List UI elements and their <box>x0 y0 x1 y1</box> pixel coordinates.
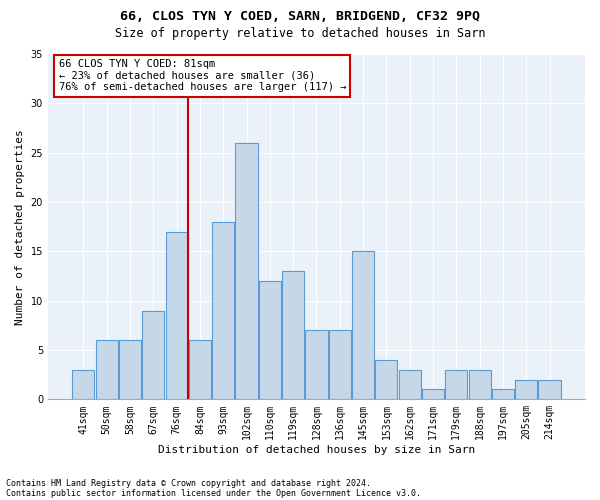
Bar <box>212 222 235 400</box>
Bar <box>445 370 467 400</box>
Text: Contains public sector information licensed under the Open Government Licence v3: Contains public sector information licen… <box>6 488 421 498</box>
Bar <box>189 340 211 400</box>
Bar <box>376 360 397 400</box>
Bar <box>259 281 281 400</box>
Bar <box>422 390 444 400</box>
Bar <box>329 330 351 400</box>
Bar <box>538 380 560 400</box>
Bar <box>515 380 537 400</box>
Bar <box>235 143 257 400</box>
Text: Size of property relative to detached houses in Sarn: Size of property relative to detached ho… <box>115 28 485 40</box>
Bar <box>352 252 374 400</box>
Bar <box>305 330 328 400</box>
X-axis label: Distribution of detached houses by size in Sarn: Distribution of detached houses by size … <box>158 445 475 455</box>
Text: Contains HM Land Registry data © Crown copyright and database right 2024.: Contains HM Land Registry data © Crown c… <box>6 478 371 488</box>
Bar <box>469 370 491 400</box>
Text: 66, CLOS TYN Y COED, SARN, BRIDGEND, CF32 9PQ: 66, CLOS TYN Y COED, SARN, BRIDGEND, CF3… <box>120 10 480 23</box>
Bar <box>166 232 188 400</box>
Bar <box>142 310 164 400</box>
Bar <box>492 390 514 400</box>
Bar <box>398 370 421 400</box>
Bar <box>282 271 304 400</box>
Y-axis label: Number of detached properties: Number of detached properties <box>15 129 25 324</box>
Bar <box>95 340 118 400</box>
Bar <box>119 340 141 400</box>
Text: 66 CLOS TYN Y COED: 81sqm
← 23% of detached houses are smaller (36)
76% of semi-: 66 CLOS TYN Y COED: 81sqm ← 23% of detac… <box>59 59 346 92</box>
Bar <box>73 370 94 400</box>
